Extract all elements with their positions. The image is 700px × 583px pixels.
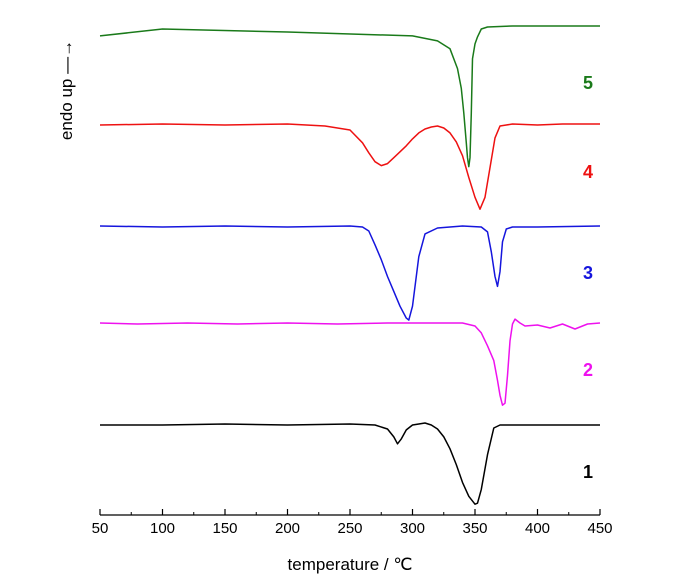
x-tick-label: 250 [337, 520, 362, 537]
series-label-3: 3 [583, 263, 593, 283]
x-tick-label: 200 [275, 520, 300, 537]
x-tick-label: 300 [400, 520, 425, 537]
x-axis-ticks: 50 100 150 200 250 300 350 400 450 [92, 509, 613, 537]
series-label-1: 1 [583, 462, 593, 482]
x-tick-label: 350 [462, 520, 487, 537]
y-axis-title: endo up —→ [57, 40, 76, 140]
curve-labels: 5 4 3 2 1 [583, 73, 593, 482]
series-label-2: 2 [583, 360, 593, 380]
series-label-5: 5 [583, 73, 593, 93]
series-line-4 [99, 123, 600, 210]
series-line-2 [99, 318, 601, 406]
x-tick-label: 50 [92, 520, 109, 537]
series-line-1 [100, 422, 600, 505]
x-tick-label: 150 [212, 520, 237, 537]
x-tick-label: 100 [150, 520, 175, 537]
series-line-3 [99, 225, 601, 321]
series-line-5 [99, 25, 600, 168]
curves-layer [99, 25, 601, 505]
series-label-4: 4 [583, 162, 593, 182]
x-axis-title: temperature / ℃ [288, 555, 413, 574]
x-tick-label: 400 [525, 520, 550, 537]
x-tick-label: 450 [587, 520, 612, 537]
